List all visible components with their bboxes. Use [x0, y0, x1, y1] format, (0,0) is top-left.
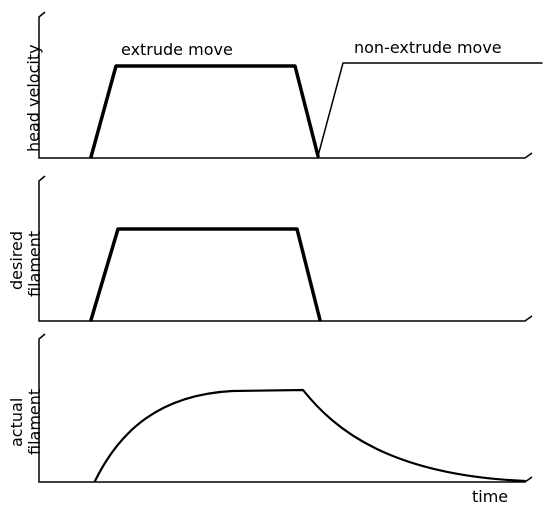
- time-axis-label: time: [472, 487, 508, 506]
- actual-filament-curve: [93, 388, 527, 483]
- panel-2-ylabel-line-1: desired: [7, 231, 26, 290]
- panel-desired-filament: desired filament: [7, 175, 533, 322]
- extrude-move-velocity-curve: [89, 64, 320, 159]
- panel-1-ylabel: head velocity: [24, 44, 43, 152]
- panel-2-axes: [38, 175, 533, 322]
- extrude-move-label: extrude move: [121, 40, 233, 59]
- non-extrude-move-velocity-curve: [317, 62, 543, 157]
- panel-2-ylabel-line-2: filament: [25, 231, 44, 297]
- panel-3-ylabel-line-2: filament: [25, 389, 44, 455]
- panel-3-axes: [38, 333, 533, 483]
- panel-3-ylabel-line-1: actual: [7, 398, 26, 447]
- panel-actual-filament: actual filament time: [7, 333, 533, 506]
- panel-1-axes: [38, 11, 533, 159]
- panel-head-velocity: head velocity extrude move non-extrude m…: [24, 11, 543, 159]
- desired-filament-curve: [89, 227, 322, 322]
- non-extrude-move-label: non-extrude move: [354, 38, 502, 57]
